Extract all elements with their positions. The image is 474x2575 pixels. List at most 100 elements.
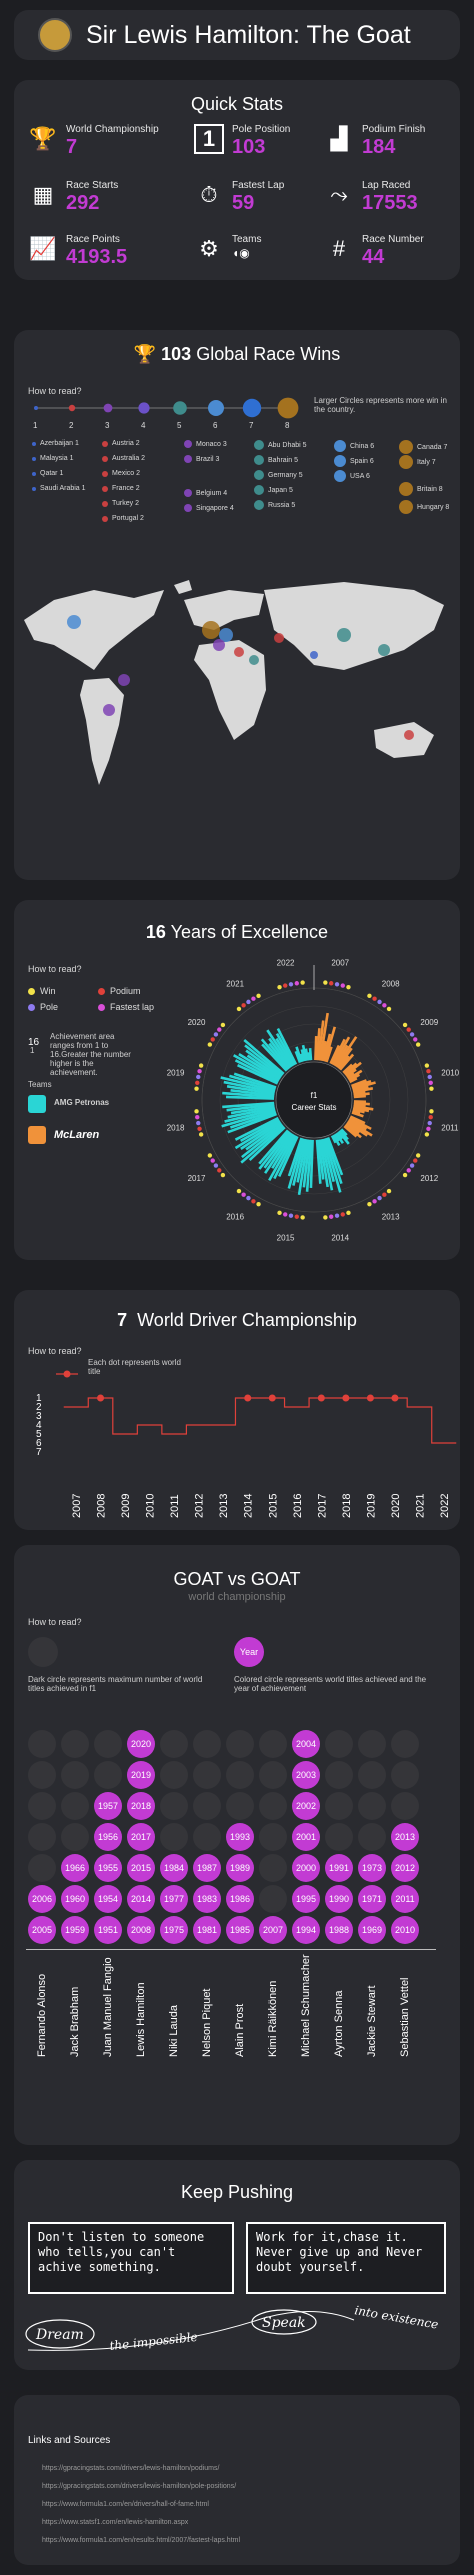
achievement-bar <box>352 1106 370 1113</box>
empty-title-circle <box>259 1730 287 1758</box>
rank-label: 7 <box>36 1447 42 1458</box>
year-label: 2011 <box>169 1494 181 1518</box>
result-dot <box>288 1213 294 1218</box>
continent-shape <box>80 678 124 785</box>
title-year-circle: 1973 <box>358 1854 386 1882</box>
legend-label: Podium <box>110 986 141 996</box>
year-label-2012: 2012 <box>420 1174 438 1183</box>
result-dot <box>220 1022 226 1028</box>
achievement-bar <box>352 1087 374 1094</box>
year-label-2014: 2014 <box>331 1233 349 1242</box>
stat-value: 4193.5 <box>66 246 128 268</box>
scale-label-8: 8 <box>285 421 290 430</box>
stat-text: Fastest Lap 59 <box>232 180 284 214</box>
source-link[interactable]: https://www.statsf1.com/en/lewis-hamilto… <box>42 2519 189 2526</box>
source-link[interactable]: https://www.formula1.com/en/drivers/hall… <box>42 2501 209 2508</box>
country-label: Turkey 2 <box>112 500 139 507</box>
country-dot <box>102 470 108 477</box>
source-link[interactable]: https://www.formula1.com/en/results.html… <box>42 2537 241 2544</box>
country-item: Australia 2 <box>102 455 145 462</box>
result-dot <box>300 980 305 985</box>
country-item: Austria 2 <box>102 440 140 447</box>
scale-dot-7 <box>242 398 262 418</box>
title-year-circle: 2003 <box>292 1761 320 1789</box>
empty-title-circle <box>226 1792 254 1820</box>
map-win-circle <box>118 674 130 686</box>
country-label: Singapore 4 <box>196 504 234 512</box>
achievement-bar <box>287 1138 305 1189</box>
country-dot <box>254 440 264 450</box>
goat-subtitle: world championship <box>188 1591 286 1603</box>
achievement-bar <box>314 1035 318 1061</box>
stat-text: Race Starts 292 <box>66 180 118 214</box>
achievement-bar <box>309 1139 314 1188</box>
year-label: 2014 <box>243 1494 255 1518</box>
achievement-bar <box>315 1139 322 1184</box>
legend-dot <box>98 987 105 995</box>
country-dot <box>399 455 413 469</box>
country-label: Malaysia 1 <box>40 455 74 462</box>
achievement-bar <box>349 1115 366 1125</box>
empty-title-circle <box>193 1792 221 1820</box>
title-year-circle: 2014 <box>127 1885 155 1913</box>
source-link[interactable]: https://gpracingstats.com/drivers/lewis-… <box>42 2465 220 2472</box>
achievement-bar <box>330 1135 337 1144</box>
starting-grid-icon: ▦ <box>32 182 54 207</box>
achievement-bar <box>240 1125 285 1164</box>
country-dot <box>334 470 346 482</box>
achievement-bar <box>322 1138 335 1182</box>
country-label: Hungary 8 <box>417 503 450 511</box>
empty-title-circle <box>160 1761 188 1789</box>
achievement-bar <box>345 1122 361 1135</box>
laurel-trophy-icon: 🏆 <box>29 126 57 151</box>
country-dot <box>334 440 346 452</box>
goat-baseline <box>26 1949 436 1950</box>
driver-name: Michael Schumacher <box>300 1954 312 2057</box>
script-dream: Dream <box>35 2327 84 2343</box>
amg-team-name: AMG Petronas <box>54 1098 110 1107</box>
empty-title-circle <box>28 1823 56 1851</box>
stat-text: Pole Position 103 <box>232 124 290 158</box>
achievement-bar <box>245 1049 283 1078</box>
keep-pushing-card: Keep Pushing Don't listen to someone who… <box>14 2160 460 2370</box>
source-link[interactable]: https://gpracingstats.com/drivers/lewis-… <box>42 2483 237 2490</box>
result-dot <box>213 1163 219 1168</box>
continent-shape <box>24 590 164 670</box>
team-badges-icon: ◖◉ <box>232 246 250 260</box>
empty-title-circle <box>94 1730 122 1758</box>
title-year-circle: 2019 <box>127 1761 155 1789</box>
goat-card: GOAT vs GOAT world championship How to r… <box>14 1545 460 2145</box>
country-item: France 2 <box>102 485 140 492</box>
achievement-bar <box>346 1072 355 1079</box>
country-item: China 6 <box>334 440 374 452</box>
achievement-bar <box>322 1033 332 1062</box>
country-dot <box>254 470 264 480</box>
mclaren-team-name: McLaren <box>54 1129 100 1141</box>
country-dot <box>399 500 413 514</box>
empty-title-circle <box>391 1761 419 1789</box>
title-year-circle: 1985 <box>226 1916 254 1944</box>
driver-name: Kimi Räikkönen <box>267 1980 279 2057</box>
rank-label: 1 <box>36 1393 42 1404</box>
achievement-bar <box>266 1029 293 1068</box>
result-dot <box>329 1214 334 1219</box>
achievement-bar <box>352 1085 369 1092</box>
achievement-bar <box>264 1132 293 1174</box>
achievement-bar <box>295 1046 303 1063</box>
empty-title-circle <box>226 1730 254 1758</box>
goat-howto: How to read? <box>28 1617 82 1627</box>
title-year-circle: 2017 <box>127 1823 155 1851</box>
empty-title-circle <box>259 1854 287 1882</box>
country-item: Abu Dhabi 5 <box>254 440 307 450</box>
achievement-bar <box>352 1108 365 1114</box>
country-label: Saudi Arabia 1 <box>40 485 86 492</box>
achievement-bar <box>335 1036 358 1068</box>
achievement-note: 16 1 Achievement area ranges from 1 to 1… <box>28 1032 131 1077</box>
result-dot <box>217 1168 222 1173</box>
year-label: 2022 <box>439 1494 451 1518</box>
colored-circle-note: Colored circle represents world titles a… <box>234 1675 427 1693</box>
team-logos-icon: ⚙ <box>199 236 219 261</box>
achievement-bar <box>317 1020 325 1061</box>
result-dot <box>277 984 282 990</box>
